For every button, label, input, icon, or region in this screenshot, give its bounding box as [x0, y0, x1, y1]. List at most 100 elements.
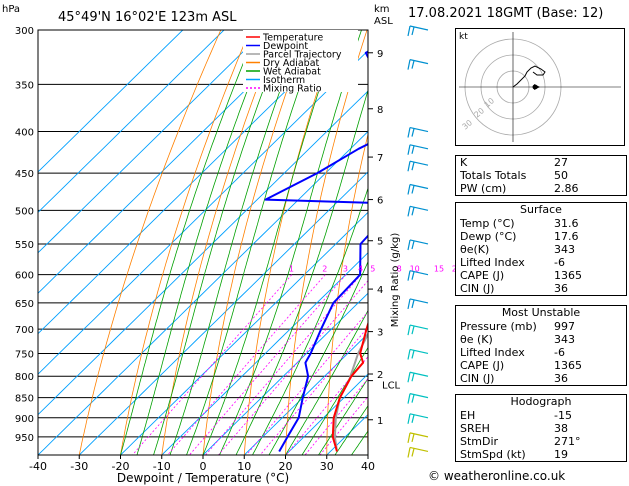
wind-barb-staff — [409, 59, 429, 65]
wet-adiabat-line — [153, 30, 287, 455]
wet-adiabat-line — [219, 30, 362, 455]
hpa-unit-label: hPa — [2, 4, 20, 15]
wind-barb-staff — [409, 324, 429, 330]
wind-barb-flag — [407, 447, 411, 458]
wind-barb-staff — [409, 393, 429, 399]
hodo-row-stmspd: StmSpd (kt) 19 — [460, 448, 568, 461]
wet-adiabat-line — [136, 30, 272, 455]
isotherm-line — [38, 30, 266, 254]
x-tick-label: -10 — [153, 460, 171, 473]
pressure-tick-label: 750 — [15, 349, 34, 360]
wind-barb-flag — [407, 25, 411, 37]
wind-barb-staff — [409, 270, 429, 276]
wind-barb-flag — [411, 26, 415, 36]
wet-adiabat-line — [169, 30, 303, 455]
surface-row-li: Lifted Index -6 — [460, 256, 565, 269]
pressure-tick-label: 600 — [15, 271, 34, 282]
most-unstable-table: Most Unstable Pressure (mb) 997 θe (K) 343… — [455, 305, 627, 386]
isotherm-line — [38, 30, 225, 214]
wind-barb-flag — [411, 271, 415, 280]
wind-barb-staff — [409, 413, 429, 419]
index-row-pw: PW (cm) 2.86 — [460, 182, 579, 195]
x-axis-title: Dewpoint / Temperature (°C) — [117, 471, 289, 485]
km-tick-label: 5 — [377, 237, 383, 248]
index-row-totals: Totals Totals 50 — [460, 169, 568, 182]
parcel-trajectory-line — [333, 331, 368, 452]
pressure-tick-label: 500 — [15, 206, 34, 217]
wind-barb-staff — [409, 446, 429, 453]
km-unit-label: km — [374, 4, 390, 15]
wet-adiabat-line — [285, 309, 368, 455]
wet-adiabat-line — [334, 405, 368, 455]
mixing-ratio-line — [189, 274, 347, 455]
pressure-tick-label: 850 — [15, 394, 34, 405]
wind-barb-flag — [407, 372, 411, 383]
x-tick-label: 0 — [200, 460, 207, 473]
wind-barb-flag — [411, 145, 415, 154]
background-lines — [38, 30, 455, 455]
hodograph-table-title: Hodograph — [510, 395, 572, 408]
wind-barb-flag — [407, 270, 411, 281]
wind-barbs — [407, 25, 429, 458]
surface-title: Surface — [520, 203, 562, 216]
isotherm-line — [120, 211, 368, 455]
wind-barb-flag — [411, 394, 415, 403]
km-tick-label: 4 — [377, 285, 383, 296]
wind-barb-flag — [407, 393, 411, 404]
hodograph-trace — [512, 65, 546, 88]
wet-adiabat-line — [318, 377, 368, 455]
wind-barb-flag — [407, 349, 411, 360]
km-tick-label: 8 — [377, 105, 383, 116]
mixing-ratio-axis-title: Mixing Ratio (g/kg) — [390, 233, 401, 328]
legend-label: Isotherm — [263, 75, 305, 86]
wind-barb-staff — [409, 298, 429, 304]
mixing-ratio-label-10: 10 — [410, 265, 420, 274]
km-axis: 1 2 3 4 5 6 7 8 9 LCL — [368, 49, 401, 427]
km-tick-label: 7 — [377, 153, 383, 164]
hodograph-unit-label: kt — [459, 32, 468, 42]
legend-label: Wet Adiabat — [263, 67, 321, 78]
wind-barb-flag — [407, 161, 411, 172]
wind-barb-flag — [407, 432, 411, 444]
index-row-k: K 27 — [460, 156, 568, 169]
wind-barb-staff — [409, 25, 429, 31]
surface-row-dewp: Dewp (°C) 17.6 — [460, 230, 579, 243]
wet-adiabat-line — [252, 186, 368, 455]
wind-barb-flag — [407, 324, 411, 336]
wind-barb-staff — [409, 348, 429, 355]
km-tick-label: 9 — [377, 49, 383, 60]
dewpoint-line — [264, 50, 368, 452]
wind-barb-flag — [411, 60, 415, 69]
surface-row-temp: Temp (°C) 31.6 — [460, 217, 579, 230]
legend-label: Dry Adiabat — [263, 58, 320, 69]
km-tick-label: 6 — [377, 196, 383, 207]
km-tick-label: 3 — [377, 328, 383, 339]
location-title: 45°49'N 16°02'E 123m ASL — [58, 10, 237, 25]
wind-barb-flag — [411, 128, 415, 137]
axes: 3003504004505005506006507007508008509009… — [15, 26, 375, 473]
wind-barb-flag — [407, 144, 411, 155]
x-tick-label: 20 — [279, 460, 293, 473]
wind-barb-flag — [411, 162, 415, 171]
mu-row-li: Lifted Index -6 — [460, 346, 565, 359]
dry-adiabat-line — [407, 30, 455, 455]
wind-barb-flag — [407, 59, 411, 70]
mixing-ratio-line — [246, 311, 368, 455]
mixing-ratio-label-3: 3 — [343, 265, 348, 274]
x-tick-label: 10 — [237, 460, 251, 473]
mixing-ratio-label-20: 20 — [452, 265, 455, 274]
pressure-tick-label: 700 — [15, 325, 34, 336]
pressure-tick-label: 650 — [15, 299, 34, 310]
wind-barb-flag — [407, 413, 411, 424]
mixing-ratio-line — [132, 274, 293, 455]
legend-label: Temperature — [262, 33, 323, 44]
isotherm-line — [38, 30, 307, 294]
skew-t-diagram: 3003504004505005506006507007508008509009… — [2, 4, 455, 485]
isotherm-line — [161, 252, 368, 455]
wind-barb-flag — [411, 207, 415, 216]
mixing-ratio-label-1: 1 — [289, 265, 294, 274]
profiles — [264, 50, 368, 452]
dry-adiabat-line — [120, 30, 251, 455]
isotherm-line — [38, 30, 349, 335]
